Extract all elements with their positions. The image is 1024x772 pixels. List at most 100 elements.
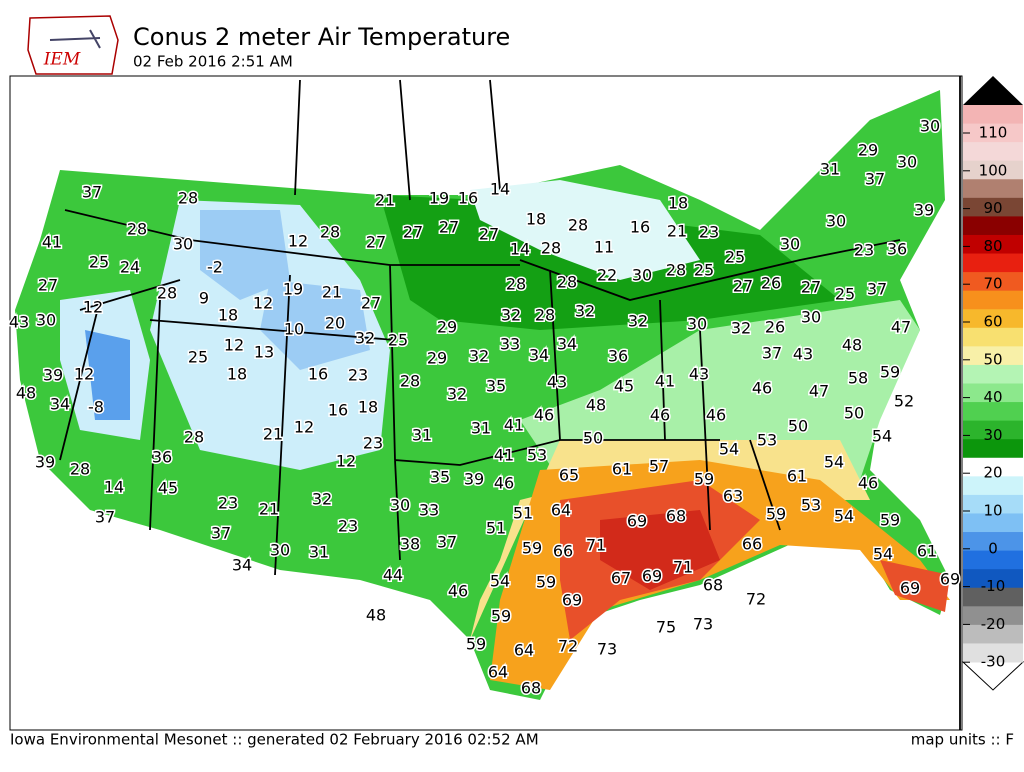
station-value: 25: [725, 248, 745, 267]
station-value: 54: [834, 507, 854, 526]
station-value: 54: [873, 545, 893, 564]
station-value: 23: [363, 434, 383, 453]
colorbar-band: [963, 606, 1023, 626]
station-value: 27: [439, 218, 459, 237]
colorbar-band: [963, 327, 1023, 347]
station-value: 68: [666, 507, 686, 526]
station-value: 44: [383, 566, 403, 585]
station-value: 32: [469, 347, 489, 366]
station-value: 61: [612, 460, 632, 479]
station-value: 53: [527, 446, 547, 465]
station-value: 18: [358, 398, 378, 417]
station-value: 29: [427, 349, 447, 368]
station-value: 47: [891, 318, 911, 337]
station-value: 23: [218, 494, 238, 513]
station-value: 23: [699, 223, 719, 242]
colorbar-band: [963, 532, 1023, 552]
colorbar-tick-label: 70: [983, 275, 1002, 293]
station-value: 54: [824, 453, 844, 472]
station-value: 48: [16, 384, 36, 403]
station-value: 11: [594, 238, 614, 257]
station-value: 43: [9, 313, 29, 332]
station-value: 69: [940, 570, 960, 589]
colorbar-band: [963, 494, 1023, 514]
temperature-field: [15, 90, 950, 700]
station-value: 51: [486, 519, 506, 538]
station-value: 31: [412, 426, 432, 445]
station-value: 54: [490, 572, 510, 591]
station-value: 12: [74, 365, 94, 384]
station-value: 57: [649, 457, 669, 476]
station-value: 59: [766, 505, 786, 524]
colorbar-band: [963, 383, 1023, 403]
colorbar-band: [963, 624, 1023, 644]
station-value: 19: [429, 189, 449, 208]
station-value: 63: [723, 487, 743, 506]
station-value: 14: [490, 180, 510, 199]
station-value: 48: [842, 336, 862, 355]
station-value: 66: [553, 542, 573, 561]
station-value: 28: [666, 261, 686, 280]
station-value: 30: [897, 153, 917, 172]
station-value: 25: [694, 261, 714, 280]
station-value: 46: [706, 406, 726, 425]
station-value: 39: [464, 470, 484, 489]
colorbar-band: [963, 513, 1023, 533]
station-value: 27: [479, 225, 499, 244]
logo-text: IEM: [43, 50, 81, 70]
station-value: 73: [597, 640, 617, 659]
station-value: 45: [614, 377, 634, 396]
station-value: 59: [522, 539, 542, 558]
station-value: 45: [158, 479, 178, 498]
station-value: 27: [403, 223, 423, 242]
station-value: 25: [388, 331, 408, 350]
station-value: 46: [650, 406, 670, 425]
station-value: 50: [583, 429, 603, 448]
station-value: 12: [253, 294, 273, 313]
station-value: 71: [586, 536, 606, 555]
station-value: 27: [38, 276, 58, 295]
station-value: 71: [673, 558, 693, 577]
station-value: 65: [559, 466, 579, 485]
subtitle: 02 Feb 2016 2:51 AM: [133, 53, 293, 71]
station-value: 12: [288, 232, 308, 251]
colorbar-band: [963, 402, 1023, 422]
station-value: 68: [703, 576, 723, 595]
colorbar-band: [963, 364, 1023, 384]
station-value: 27: [801, 278, 821, 297]
station-value: 21: [375, 191, 395, 210]
colorbar-band: [963, 346, 1023, 366]
station-value: 30: [920, 117, 940, 136]
station-value: 34: [232, 556, 252, 575]
footer-units: map units :: F: [911, 731, 1014, 749]
station-value: 41: [42, 233, 62, 252]
colorbar-tick-label: 60: [983, 313, 1002, 331]
colorbar-tick-label: 50: [983, 350, 1002, 368]
station-value: 26: [761, 274, 781, 293]
station-value: 37: [867, 280, 887, 299]
station-value: 28: [400, 372, 420, 391]
station-value: 16: [458, 189, 478, 208]
footer-credit: Iowa Environmental Mesonet :: generated …: [10, 731, 539, 749]
station-value: 32: [628, 312, 648, 331]
station-value: 36: [608, 347, 628, 366]
station-value: 51: [513, 504, 533, 523]
station-value: 24: [120, 258, 140, 277]
station-value: 22: [597, 266, 617, 285]
logo: IEM: [27, 15, 119, 75]
station-value: 69: [562, 591, 582, 610]
station-value: 30: [270, 541, 290, 560]
station-value: 37: [865, 170, 885, 189]
colorbar-band: [963, 457, 1023, 477]
station-value: 31: [820, 160, 840, 179]
station-value: 73: [693, 615, 713, 634]
station-value: 58: [848, 369, 868, 388]
station-value: 28: [178, 189, 198, 208]
station-value: 53: [801, 496, 821, 515]
station-value: 9: [199, 289, 209, 308]
station-value: 32: [312, 490, 332, 509]
station-value: 30: [826, 212, 846, 231]
station-value: 69: [900, 579, 920, 598]
